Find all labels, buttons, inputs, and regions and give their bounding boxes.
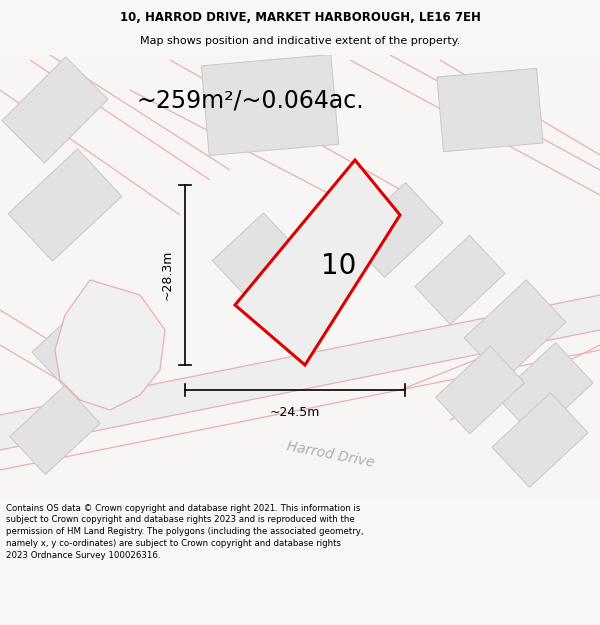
- Polygon shape: [415, 236, 505, 324]
- Polygon shape: [55, 280, 165, 410]
- Polygon shape: [10, 386, 100, 474]
- Polygon shape: [492, 392, 588, 488]
- Text: Contains OS data © Crown copyright and database right 2021. This information is
: Contains OS data © Crown copyright and d…: [6, 504, 364, 560]
- Polygon shape: [436, 346, 524, 434]
- Text: ~24.5m: ~24.5m: [270, 406, 320, 419]
- Polygon shape: [464, 280, 566, 380]
- Text: 10, HARROD DRIVE, MARKET HARBOROUGH, LE16 7EH: 10, HARROD DRIVE, MARKET HARBOROUGH, LE1…: [119, 11, 481, 24]
- Polygon shape: [8, 149, 122, 261]
- Text: Map shows position and indicative extent of the property.: Map shows position and indicative extent…: [140, 36, 460, 46]
- Polygon shape: [0, 295, 600, 450]
- Polygon shape: [2, 57, 108, 163]
- Text: 10: 10: [321, 253, 356, 280]
- Text: ~259m²/~0.064ac.: ~259m²/~0.064ac.: [136, 88, 364, 112]
- Polygon shape: [32, 298, 128, 392]
- Polygon shape: [347, 182, 443, 278]
- Polygon shape: [235, 160, 400, 365]
- Polygon shape: [212, 213, 298, 297]
- Polygon shape: [202, 54, 338, 156]
- Polygon shape: [437, 68, 543, 152]
- Text: Harrod Drive: Harrod Drive: [285, 439, 375, 471]
- Polygon shape: [497, 342, 593, 437]
- Text: ~28.3m: ~28.3m: [161, 250, 173, 300]
